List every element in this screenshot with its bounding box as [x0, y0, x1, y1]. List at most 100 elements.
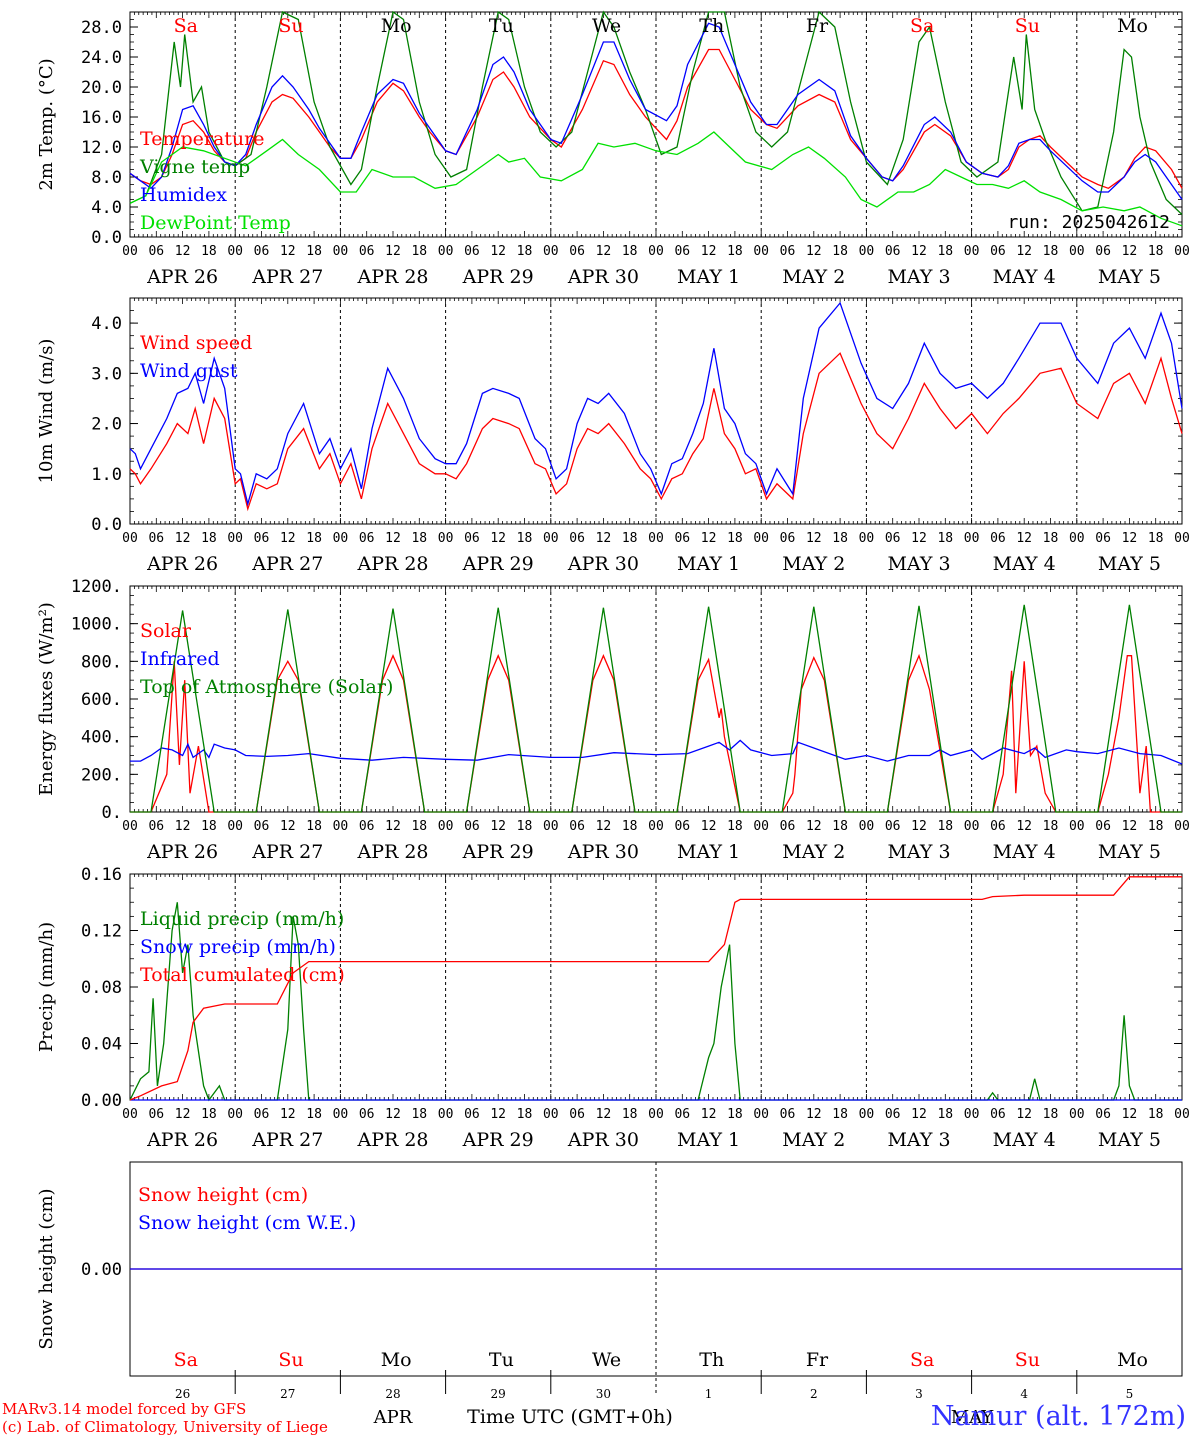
hour-label: 18	[1148, 819, 1164, 834]
date-label: APR 28	[356, 841, 428, 863]
hour-label: 18	[832, 531, 848, 546]
series-line-wind-speed	[129, 352, 1183, 512]
y-tick-label: 16.0	[81, 108, 122, 128]
hour-label: 06	[990, 531, 1006, 546]
date-label: APR 29	[462, 266, 534, 288]
hour-label: 18	[727, 819, 743, 834]
hour-label: 06	[674, 819, 690, 834]
weekday-label: Tu	[489, 1349, 514, 1371]
y-tick-label: 1200.	[71, 577, 122, 597]
y-axis-label: Energy fluxes (W/m²)	[36, 602, 57, 796]
date-label: MAY 5	[1098, 553, 1161, 575]
hour-label: 12	[385, 531, 401, 546]
series-line-top-of-atmosphere-solar-	[130, 604, 1182, 813]
credit-line-lab: (c) Lab. of Climatology, University of L…	[2, 1418, 328, 1436]
hour-label: 06	[569, 531, 585, 546]
y-tick-label: 600.	[81, 690, 122, 710]
hour-label: 00	[964, 819, 980, 834]
legend-entry: Wind speed	[140, 332, 252, 354]
legend-entry: Vigne temp	[139, 156, 250, 178]
y-tick-label: 0.0	[91, 228, 122, 248]
weekday-label: We	[592, 15, 621, 37]
day-number: 4	[1020, 1387, 1028, 1401]
hour-label: 12	[701, 819, 717, 834]
run-label: run: 2025042612	[1007, 212, 1170, 233]
y-tick-label: 20.0	[81, 78, 122, 98]
hour-label: 00	[543, 819, 559, 834]
hour-label: 00	[438, 244, 454, 259]
hour-label: 18	[832, 819, 848, 834]
x-axis-label: Time UTC (GMT+0h)	[467, 1406, 673, 1428]
date-label: MAY 4	[993, 266, 1056, 288]
hour-label: 00	[648, 1107, 664, 1122]
hour-label: 12	[1016, 531, 1032, 546]
hour-label: 06	[569, 244, 585, 259]
hour-label: 18	[306, 819, 322, 834]
hour-label: 06	[148, 531, 164, 546]
hour-label: 12	[175, 1107, 191, 1122]
date-label: APR 27	[251, 1129, 323, 1151]
series-line-dewpoint-temp	[129, 131, 1183, 227]
y-tick-label: 0.	[102, 803, 122, 823]
weekday-label: Su	[278, 1349, 303, 1371]
date-label: APR 27	[251, 841, 323, 863]
date-label: MAY 1	[677, 1129, 740, 1151]
hour-label: 18	[411, 244, 427, 259]
date-label: APR 26	[146, 553, 218, 575]
hour-label: 18	[306, 531, 322, 546]
hour-label: 00	[859, 1107, 875, 1122]
hour-label: 06	[148, 244, 164, 259]
hour-label: 00	[964, 531, 980, 546]
hour-label: 12	[490, 244, 506, 259]
day-number: 26	[175, 1387, 190, 1401]
plot-frame-0	[129, 11, 1183, 238]
legend-entry: Liquid precip (mm/h)	[140, 908, 344, 930]
hour-label: 00	[438, 1107, 454, 1122]
hour-label: 06	[885, 1107, 901, 1122]
hour-label: 00	[438, 531, 454, 546]
hour-label: 18	[832, 1107, 848, 1122]
y-tick-label: 400.	[81, 728, 122, 748]
date-label: MAY 4	[993, 1129, 1056, 1151]
hour-label: 00	[227, 1107, 243, 1122]
hour-label: 12	[280, 819, 296, 834]
hour-label: 00	[753, 244, 769, 259]
hour-label: 00	[648, 819, 664, 834]
y-tick-label: 0.08	[81, 978, 122, 998]
weekday-label: Su	[278, 15, 303, 37]
day-number: 1	[705, 1387, 713, 1401]
hour-label: 12	[490, 819, 506, 834]
legend-entry: Wind gust	[140, 360, 238, 382]
date-label: APR 29	[462, 553, 534, 575]
hour-label: 12	[280, 531, 296, 546]
hour-label: 18	[622, 819, 638, 834]
hour-label: 00	[122, 1107, 138, 1122]
date-label: APR 26	[146, 1129, 218, 1151]
hour-label: 06	[1095, 1107, 1111, 1122]
hour-label: 06	[1095, 819, 1111, 834]
hour-label: 00	[964, 1107, 980, 1122]
day-number: 27	[280, 1387, 295, 1401]
hour-label: 12	[806, 1107, 822, 1122]
hour-label: 12	[175, 531, 191, 546]
weekday-label: Th	[699, 1349, 724, 1371]
legend-entry: Total cumulated (cm)	[140, 964, 345, 986]
legend-entry: Top of Atmosphere (Solar)	[140, 676, 393, 698]
y-tick-label: 12.0	[81, 138, 122, 158]
hour-label: 06	[464, 1107, 480, 1122]
hour-label: 18	[937, 244, 953, 259]
hour-label: 06	[780, 1107, 796, 1122]
hour-label: 18	[517, 819, 533, 834]
hour-label: 18	[937, 531, 953, 546]
legend-entry: Solar	[140, 620, 192, 642]
hour-label: 12	[806, 819, 822, 834]
hour-label: 00	[648, 244, 664, 259]
date-label: MAY 5	[1098, 1129, 1161, 1151]
hour-label: 00	[333, 531, 349, 546]
date-label: APR 30	[567, 1129, 639, 1151]
y-tick-label: 800.	[81, 652, 122, 672]
y-tick-label: 24.0	[81, 48, 122, 68]
hour-label: 06	[1095, 244, 1111, 259]
hour-label: 06	[359, 244, 375, 259]
weekday-label: Fr	[806, 15, 829, 37]
